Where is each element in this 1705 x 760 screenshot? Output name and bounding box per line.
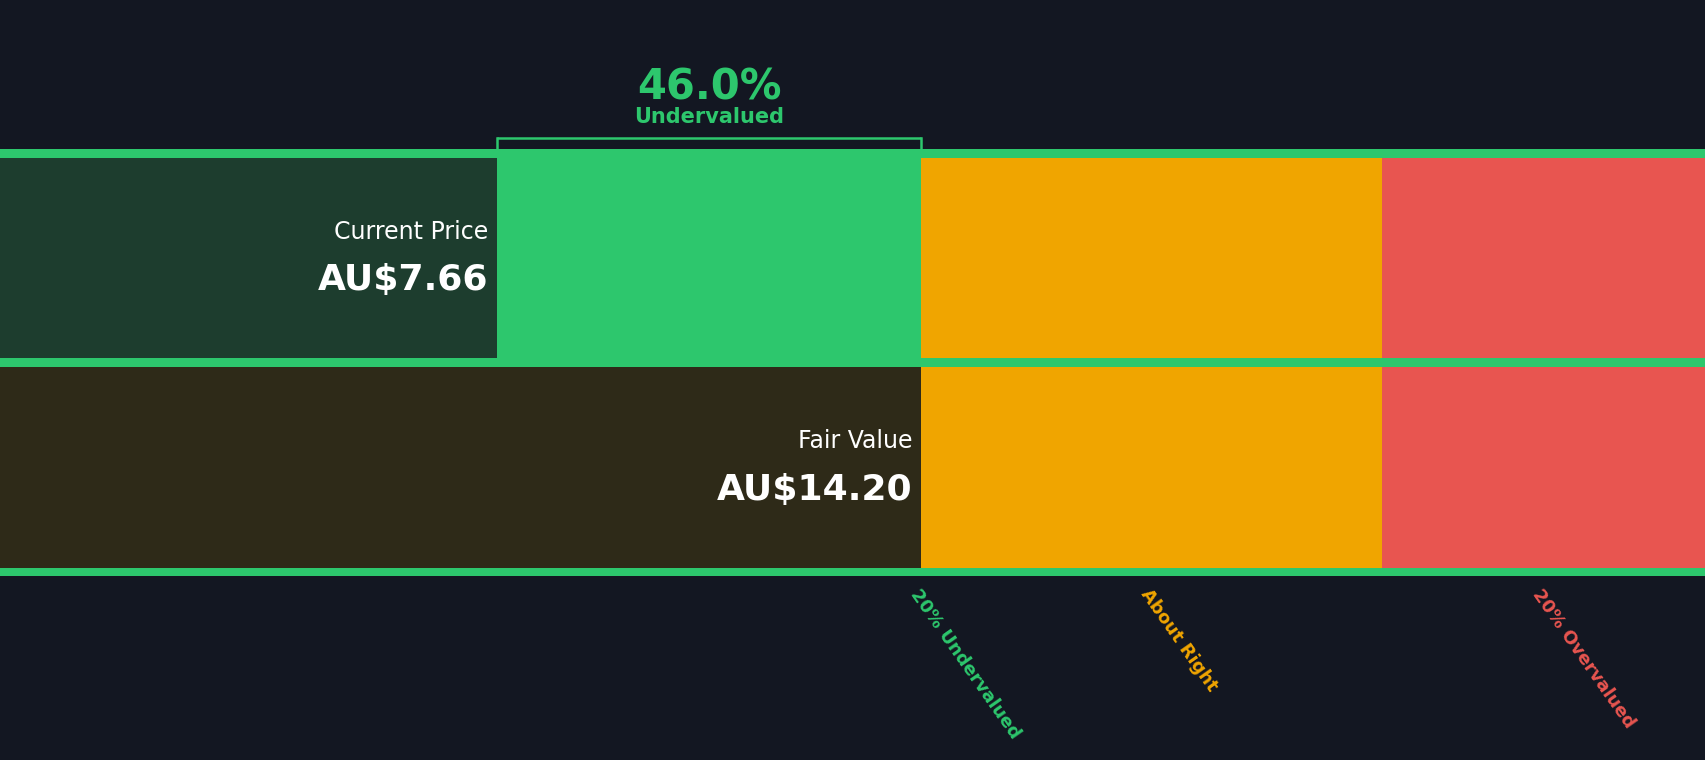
Text: AU$7.66: AU$7.66 <box>317 264 488 297</box>
Text: About Right: About Right <box>1136 586 1221 695</box>
Text: AU$14.20: AU$14.20 <box>716 473 912 507</box>
Text: 46.0%: 46.0% <box>636 67 781 109</box>
Bar <box>0 367 921 568</box>
Bar <box>1381 154 1705 572</box>
Text: Current Price: Current Price <box>334 220 488 243</box>
Text: Undervalued: Undervalued <box>634 107 784 127</box>
Text: 20% Overvalued: 20% Overvalued <box>1528 586 1639 731</box>
Bar <box>0 359 1705 367</box>
Bar <box>0 157 496 359</box>
Bar <box>0 149 1705 157</box>
Text: Fair Value: Fair Value <box>798 429 912 453</box>
Bar <box>0 568 1705 576</box>
Bar <box>921 154 1381 572</box>
Text: 20% Undervalued: 20% Undervalued <box>905 586 1023 742</box>
Bar <box>0 154 921 572</box>
